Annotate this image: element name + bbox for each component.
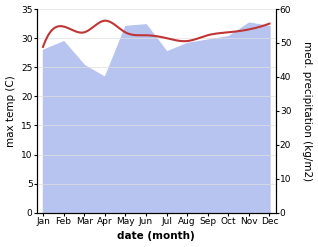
Y-axis label: max temp (C): max temp (C) — [5, 75, 16, 147]
X-axis label: date (month): date (month) — [117, 231, 195, 242]
Y-axis label: med. precipitation (kg/m2): med. precipitation (kg/m2) — [302, 41, 313, 181]
